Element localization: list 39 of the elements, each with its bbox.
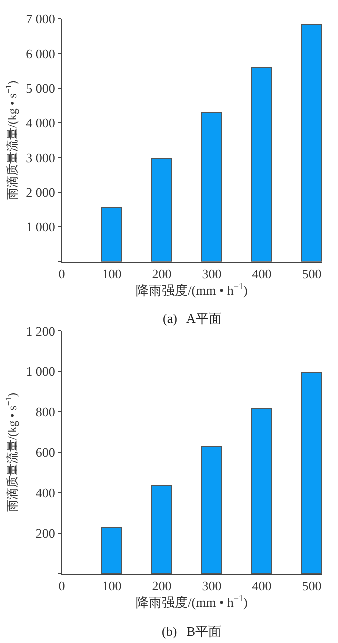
x-tick-label: 0 [58,266,66,282]
text: (b) B平面 [162,624,222,639]
x-tick-label: 400 [252,266,272,282]
bar [251,67,272,262]
x-tick-label: 0 [58,578,66,594]
x-tick-label: 400 [252,578,272,594]
y-tick-label: 3 000 [26,150,56,166]
bar [101,527,122,574]
x-tick-label: 200 [152,578,172,594]
bar [151,485,172,574]
y-tick-label: 5 000 [26,80,56,96]
bar [251,408,272,574]
y-tick-label: 1 000 [26,220,56,235]
x-axis-title: 降雨强度/(mm • h$^{−1}$) [136,594,248,610]
y-tick-label: 7 000 [26,12,56,27]
bar [101,207,122,262]
x-tick-label: 100 [102,578,122,594]
y-tick-label: 2 000 [26,184,56,200]
y-tick-label: 6 000 [26,46,56,62]
x-tick-label: 500 [302,578,322,594]
x-tick-label: 200 [152,266,172,282]
x-tick-label: 100 [102,266,122,282]
y-tick-label: 800 [36,404,56,420]
y-tick-label: 1 000 [26,364,56,380]
bar [201,112,222,262]
y-tick-label: 4 000 [26,116,56,131]
x-tick-label: 300 [202,578,222,594]
x-axis-title: 降雨强度/(mm • h$^{−1}$) [136,281,248,298]
y-tick-label: 200 [36,526,56,542]
x-tick-label: 500 [302,266,322,282]
text: (a) A平面 [163,311,222,326]
y-tick-label: 600 [36,445,56,460]
bar [301,24,322,262]
y-tick-label: 400 [36,486,56,501]
x-tick-label: 300 [202,266,222,282]
y-tick-label: 1 200 [26,324,56,339]
bar [201,446,222,574]
bar [301,372,322,574]
bar [151,158,172,262]
